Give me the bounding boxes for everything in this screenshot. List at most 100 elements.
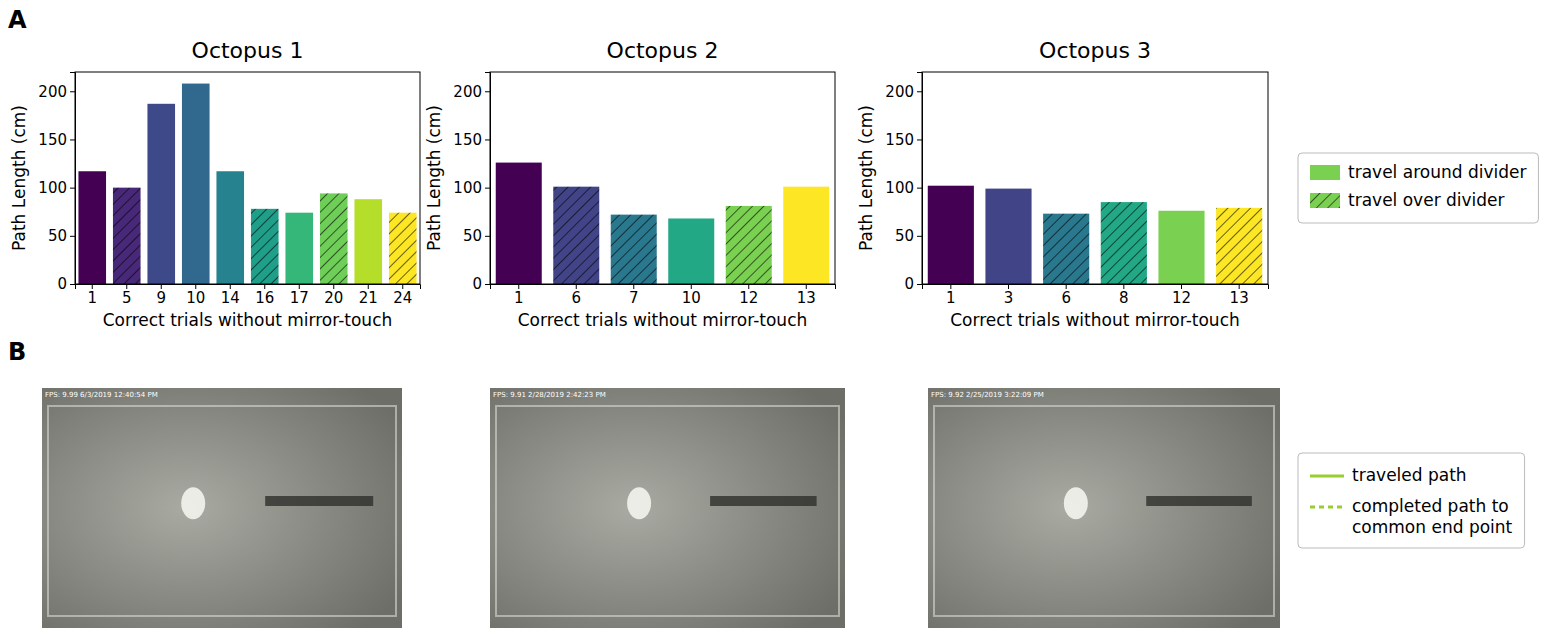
tank-wall [48,406,396,616]
y-tick-mark [917,188,922,189]
tank-wall [496,406,839,616]
y-tick-label: 200 [885,83,914,101]
legend-line [1310,475,1344,478]
x-tick: 13 [1230,284,1249,307]
x-tick: 6 [1061,284,1071,307]
figure: AB05010015020015910141617202124Octopus 1… [0,0,1560,636]
x-tick: 13 [797,284,816,307]
x-tick-label: 17 [290,289,309,307]
y-tick-mark [485,188,490,189]
x-tick-label: 24 [393,289,412,307]
bar-chart: 05010015020015910141617202124Octopus 1Co… [9,38,421,330]
y-tick-label: 100 [453,179,482,197]
x-tick-label: 12 [1172,289,1191,307]
divider [710,496,817,506]
x-tick-label: 21 [359,289,378,307]
x-tick-label: 5 [122,289,132,307]
bar [783,187,829,284]
y-tick: 50 [463,227,490,245]
y-tick-mark [70,139,75,140]
y-tick-label: 150 [38,131,67,149]
y-axis-line [485,73,491,285]
photo-caption: FPS: 9.92 2/25/2019 3:22:09 PM [931,391,1044,399]
bar [251,209,279,284]
x-tick: 1 [514,284,524,307]
legend-label: travel around divider [1348,162,1526,182]
x-tick-label: 8 [1119,289,1129,307]
x-tick: 24 [393,284,412,307]
x-tick-label: 6 [571,289,581,307]
x-tick-label: 9 [156,289,166,307]
x-axis-title: Correct trials without mirror-touch [103,310,393,330]
legend-label: travel over divider [1348,190,1505,210]
x-tick: 8 [1119,284,1129,307]
x-tick: 14 [221,284,240,307]
x-tick-label: 1 [514,289,524,307]
panel-label: B [8,338,26,366]
bar [216,171,244,284]
x-tick-label: 7 [629,289,639,307]
y-tick-mark [70,284,75,285]
bars [78,84,416,284]
y-tick-label: 50 [895,227,914,245]
legend-label: completed path tocommon end point [1352,496,1513,537]
y-tick-mark [70,91,75,92]
bar [354,199,382,284]
y-tick-label: 50 [48,227,67,245]
y-tick: 150 [38,131,75,149]
chart-title: Octopus 3 [1039,38,1151,63]
y-tick-label: 0 [472,275,482,293]
legend-item: travel over divider [1310,190,1505,210]
bar [1101,202,1147,284]
x-tick-label: 14 [221,289,240,307]
plot-frame [922,72,1268,284]
chart-title: Octopus 2 [607,38,719,63]
lamp-reflection [627,487,651,519]
bar [928,186,974,284]
x-tick-label: 20 [324,289,343,307]
bar [1216,208,1262,284]
x-axis-line [491,285,836,290]
y-tick: 150 [453,131,490,149]
bar [611,215,657,284]
bar [1043,214,1089,284]
y-axis-title: Path Length (cm) [856,105,876,251]
bar [668,218,714,284]
bar-chart: 050100150200167101213Octopus 2Correct tr… [424,38,836,330]
x-tick: 10 [186,284,205,307]
photo-background [42,388,402,628]
lamp-reflection [1064,487,1088,519]
legend-line [1310,506,1344,509]
bar [985,189,1031,284]
y-axis-line [917,73,923,285]
y-tick-label: 0 [57,275,67,293]
y-axis-title: Path Length (cm) [9,105,29,251]
x-axis-line [923,285,1269,290]
y-tick-mark [485,284,490,285]
y-tick-mark [485,139,490,140]
divider [265,496,373,506]
x-tick: 12 [739,284,758,307]
y-axis: 050100150200 [38,73,75,294]
y-tick-mark [485,91,490,92]
panel-label: A [8,6,27,34]
plot-frame [75,72,420,284]
y-tick-label: 0 [904,275,914,293]
photo-background [490,388,845,628]
bar [496,163,542,284]
tank-wall [934,406,1274,616]
bar [1158,211,1204,284]
x-tick: 1 [946,284,956,307]
y-axis-title: Path Length (cm) [424,105,444,251]
y-tick-label: 100 [38,179,67,197]
legend: travel around divider travel over divider [1298,153,1538,223]
x-tick: 20 [324,284,343,307]
x-tick: 6 [571,284,581,307]
x-axis: 167101213 [491,284,836,307]
x-axis: 13681213 [923,284,1269,307]
x-tick-label: 3 [1004,289,1014,307]
y-tick-mark [917,284,922,285]
y-tick: 0 [472,275,490,293]
y-tick-label: 200 [453,83,482,101]
y-tick: 0 [57,275,75,293]
